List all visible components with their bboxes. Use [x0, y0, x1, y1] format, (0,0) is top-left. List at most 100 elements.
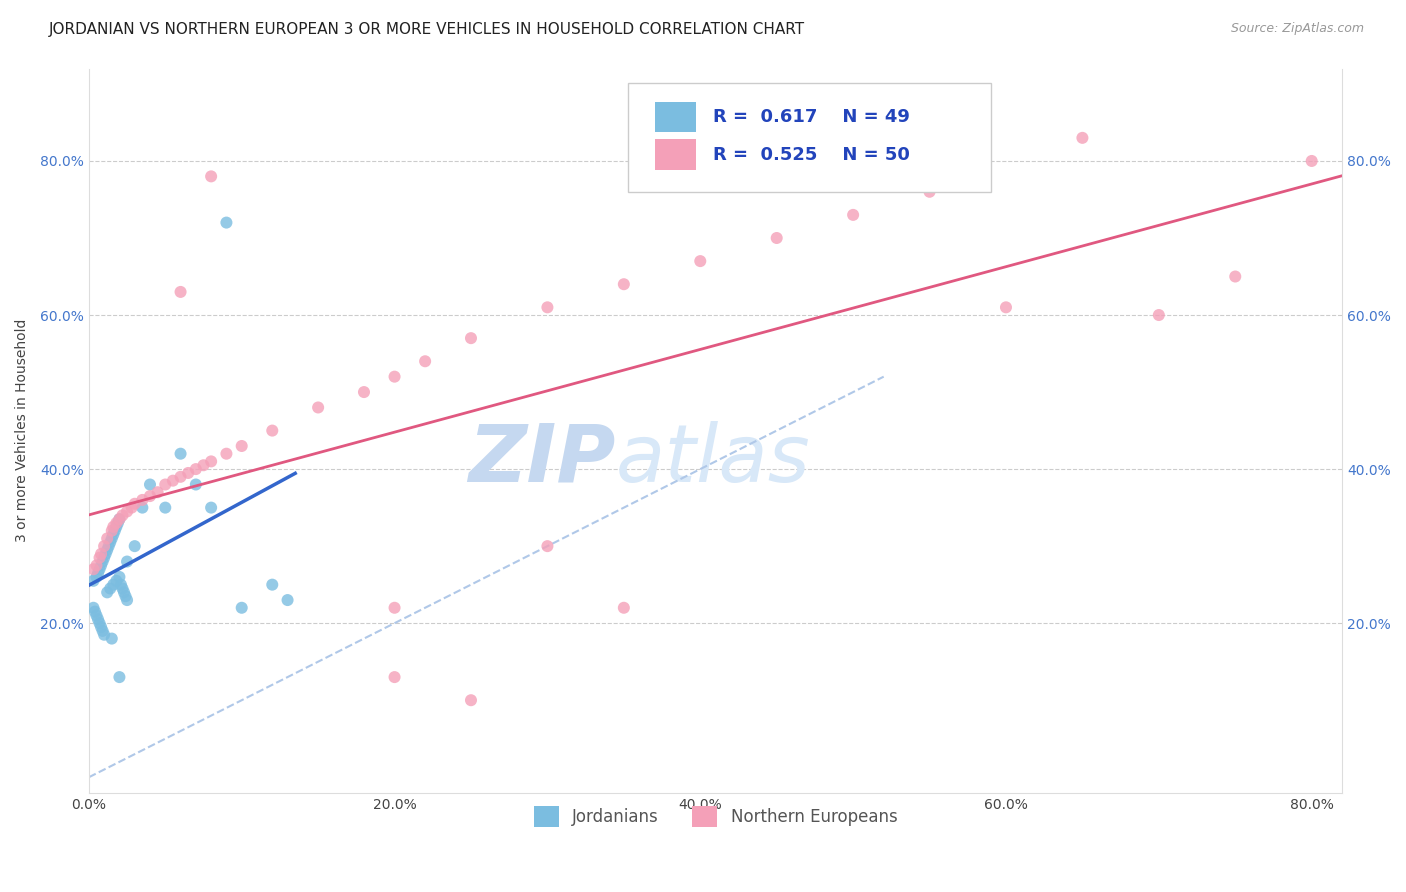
Point: [169, 447, 191, 461]
Point: [155, 500, 177, 515]
Point: [121, 500, 143, 515]
Point: [90, 620, 112, 634]
Point: [114, 589, 136, 603]
Point: [536, 301, 558, 315]
Text: R =  0.617    N = 49: R = 0.617 N = 49: [713, 108, 910, 126]
Point: [413, 354, 436, 368]
Point: [86, 558, 108, 573]
Point: [100, 524, 122, 538]
Point: [89, 550, 111, 565]
Point: [108, 512, 131, 526]
Point: [98, 535, 121, 549]
Point: [111, 508, 134, 523]
Point: [155, 477, 177, 491]
Point: [200, 454, 222, 468]
Point: [90, 547, 112, 561]
Point: [108, 670, 131, 684]
Point: [82, 600, 104, 615]
Point: [93, 550, 115, 565]
Point: [87, 566, 110, 580]
Point: [842, 208, 865, 222]
Point: [139, 489, 162, 503]
Legend: Jordanians, Northern Europeans: Jordanians, Northern Europeans: [526, 798, 905, 835]
Point: [87, 612, 110, 626]
Point: [307, 401, 329, 415]
Point: [100, 632, 122, 646]
Point: [96, 532, 118, 546]
Point: [115, 504, 138, 518]
Point: [1301, 153, 1323, 168]
Point: [115, 555, 138, 569]
Point: [82, 574, 104, 588]
Point: [1225, 269, 1247, 284]
Point: [765, 231, 787, 245]
Point: [536, 539, 558, 553]
Point: [108, 570, 131, 584]
Point: [184, 477, 207, 491]
Point: [231, 600, 253, 615]
Point: [994, 301, 1017, 315]
Point: [107, 516, 129, 530]
Point: [613, 277, 636, 292]
Point: [918, 185, 941, 199]
Point: [93, 539, 115, 553]
FancyBboxPatch shape: [655, 139, 696, 169]
Point: [89, 616, 111, 631]
Point: [613, 600, 636, 615]
Point: [82, 562, 104, 576]
Point: [94, 547, 117, 561]
Point: [146, 485, 169, 500]
Point: [169, 285, 191, 299]
Point: [111, 582, 134, 596]
Point: [86, 570, 108, 584]
Point: [103, 527, 125, 541]
Point: [108, 512, 131, 526]
FancyBboxPatch shape: [655, 102, 696, 132]
Text: atlas: atlas: [616, 420, 810, 499]
Point: [162, 474, 184, 488]
Point: [124, 539, 146, 553]
Text: ZIP: ZIP: [468, 420, 616, 499]
Point: [139, 477, 162, 491]
Point: [200, 500, 222, 515]
Point: [215, 447, 238, 461]
Point: [460, 331, 482, 345]
Point: [112, 585, 135, 599]
Point: [184, 462, 207, 476]
Point: [384, 600, 406, 615]
Point: [131, 492, 153, 507]
Point: [105, 520, 128, 534]
Point: [96, 543, 118, 558]
Point: [100, 532, 122, 546]
Point: [90, 558, 112, 573]
Point: [1071, 131, 1094, 145]
Point: [689, 254, 711, 268]
Point: [177, 466, 200, 480]
Point: [97, 539, 120, 553]
Y-axis label: 3 or more Vehicles in Household: 3 or more Vehicles in Household: [15, 319, 30, 542]
Point: [384, 670, 406, 684]
Point: [353, 385, 375, 400]
Point: [262, 424, 284, 438]
Point: [96, 585, 118, 599]
Point: [91, 624, 114, 638]
Point: [91, 555, 114, 569]
Point: [124, 497, 146, 511]
Point: [1147, 308, 1170, 322]
FancyBboxPatch shape: [628, 83, 991, 192]
Point: [89, 562, 111, 576]
Point: [98, 582, 121, 596]
Point: [277, 593, 299, 607]
Point: [200, 169, 222, 184]
Point: [262, 577, 284, 591]
Point: [460, 693, 482, 707]
Point: [215, 216, 238, 230]
Point: [104, 524, 127, 538]
Text: JORDANIAN VS NORTHERN EUROPEAN 3 OR MORE VEHICLES IN HOUSEHOLD CORRELATION CHART: JORDANIAN VS NORTHERN EUROPEAN 3 OR MORE…: [49, 22, 806, 37]
Point: [105, 574, 128, 588]
Text: Source: ZipAtlas.com: Source: ZipAtlas.com: [1230, 22, 1364, 36]
Point: [384, 369, 406, 384]
Point: [103, 577, 125, 591]
Point: [231, 439, 253, 453]
Point: [103, 520, 125, 534]
